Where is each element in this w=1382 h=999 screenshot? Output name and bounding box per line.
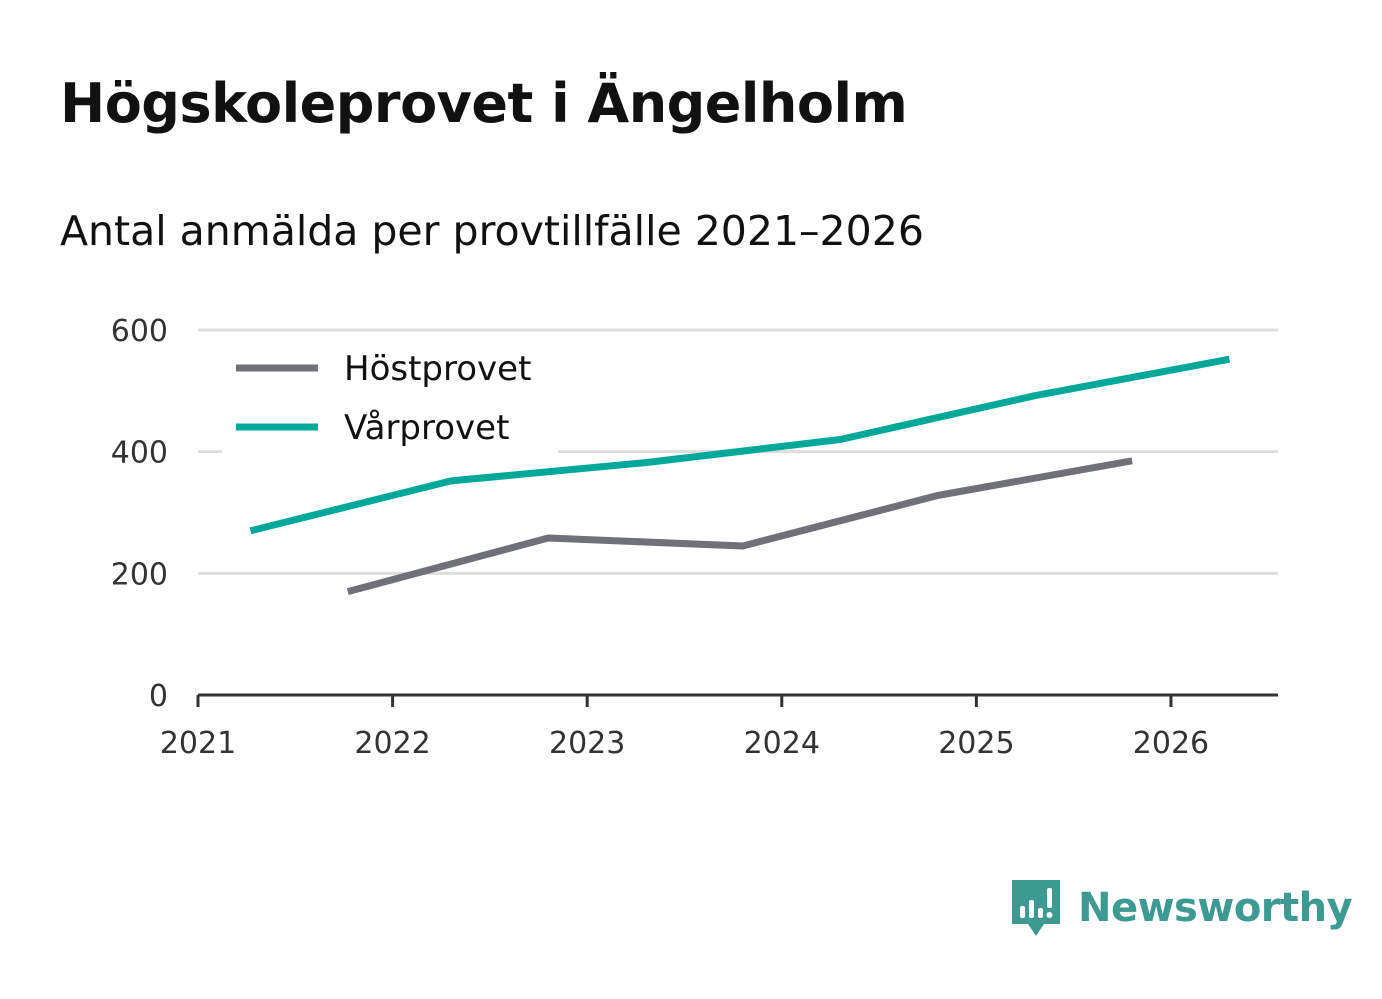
legend-label-vårprovet: Vårprovet <box>344 408 509 448</box>
x-tick-label-2021: 2021 <box>160 726 236 761</box>
x-tick-label-2022: 2022 <box>354 726 430 761</box>
y-tick-label-0: 0 <box>149 679 168 714</box>
x-tick-label-2024: 2024 <box>744 726 820 761</box>
brand-name: Newsworthy <box>1078 885 1353 931</box>
brand-logo: Newsworthy <box>1010 878 1353 938</box>
x-tick-label-2025: 2025 <box>938 726 1014 761</box>
chart-title: Högskoleprovet i Ängelholm <box>60 72 908 135</box>
x-tick-label-2026: 2026 <box>1133 726 1209 761</box>
y-tick-label-400: 400 <box>111 436 168 471</box>
x-tick-label-2023: 2023 <box>549 726 625 761</box>
legend-background <box>222 340 558 456</box>
y-axis: 0 200 400 600 <box>111 314 168 714</box>
newsworthy-logo-icon <box>1012 880 1060 936</box>
x-axis: 2021 2022 2023 2024 2025 2026 <box>160 693 1278 761</box>
series-line-vårprovet <box>249 355 1231 535</box>
legend-label-höstprovet: Höstprovet <box>344 349 531 389</box>
y-tick-label-200: 200 <box>111 557 168 592</box>
chart-subtitle: Antal anmälda per provtillfälle 2021–202… <box>60 207 924 255</box>
y-tick-label-600: 600 <box>111 314 168 349</box>
legend: Höstprovet Vårprovet <box>222 340 558 456</box>
series-lines <box>249 355 1231 595</box>
